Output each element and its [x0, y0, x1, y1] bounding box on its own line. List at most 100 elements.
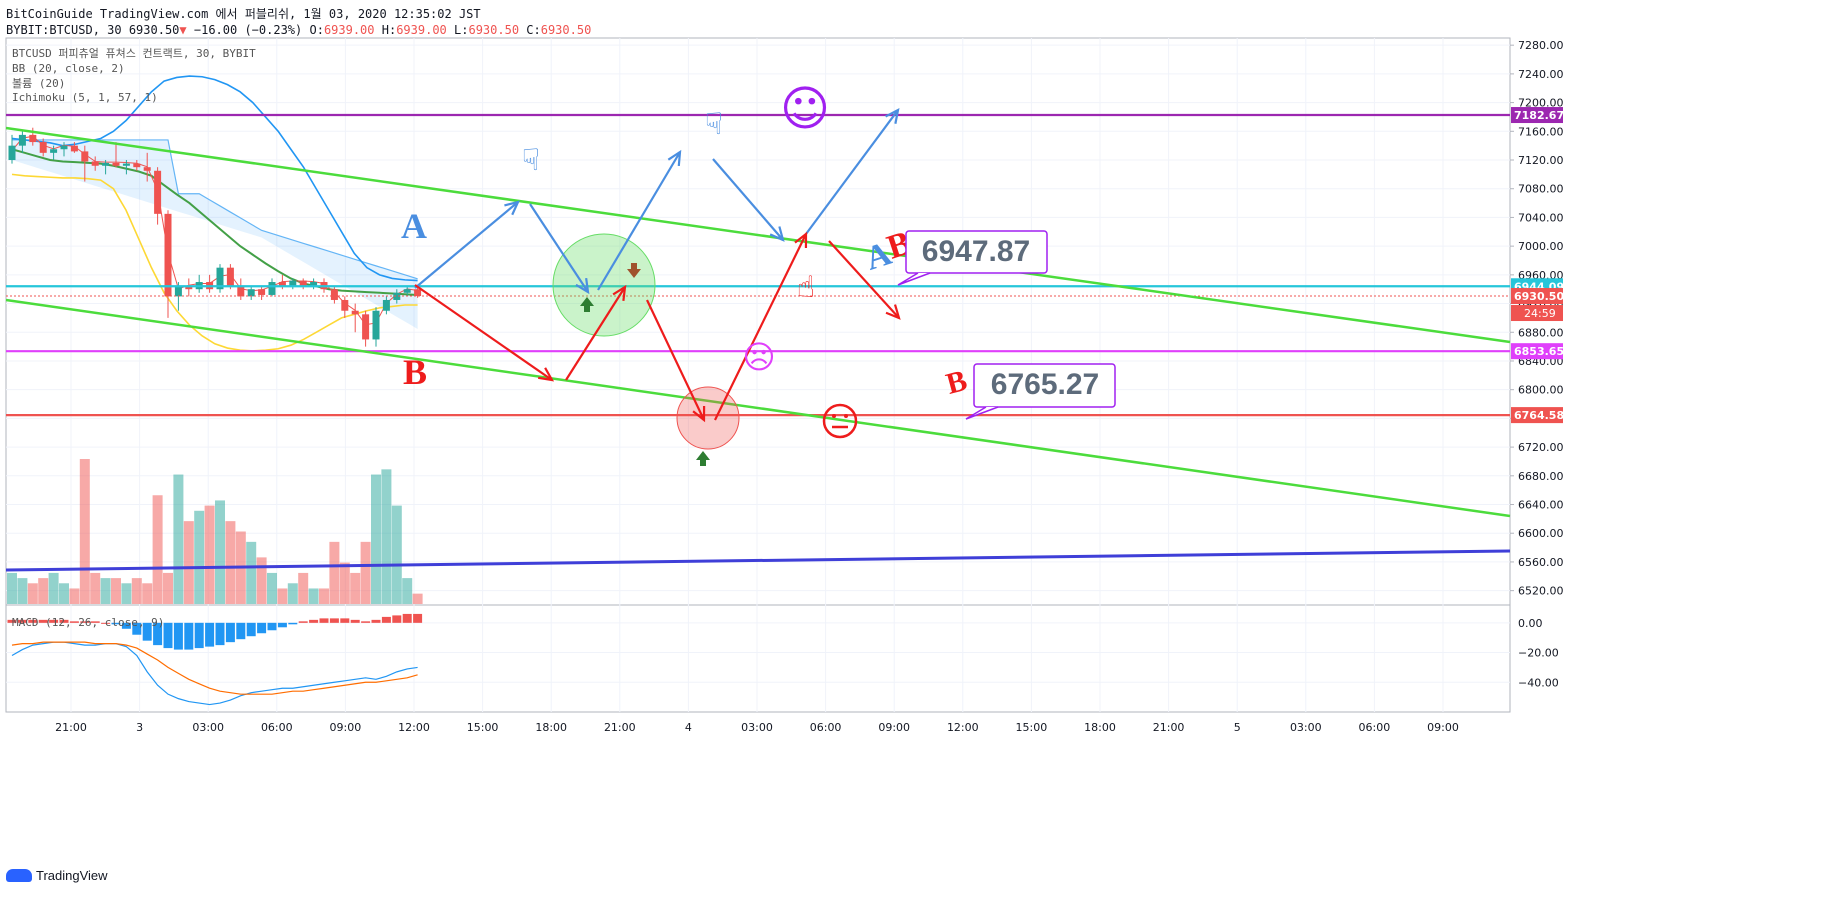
candle-body[interactable]: [185, 285, 193, 290]
macd-histogram-bar: [298, 621, 308, 623]
macd-histogram-bar: [49, 619, 59, 623]
lower-channel-line[interactable]: [5, 298, 1511, 518]
x-tick-label: 09:00: [330, 721, 362, 734]
macd-histogram-bar: [309, 619, 319, 623]
candle-body[interactable]: [154, 170, 162, 214]
candle-body[interactable]: [39, 142, 47, 153]
macd-histogram-bar: [142, 622, 152, 641]
volume-bar: [163, 572, 173, 604]
macd-histogram-bar: [246, 622, 256, 637]
ichimoku-cloud: [12, 139, 418, 330]
candle-body[interactable]: [258, 289, 266, 295]
volume-bar: [69, 588, 80, 604]
candle-body[interactable]: [122, 163, 130, 166]
red-scenario-arrow-head: [885, 304, 901, 320]
macd-histogram-bar: [319, 618, 329, 623]
candle-body[interactable]: [81, 151, 89, 162]
candle-body[interactable]: [70, 145, 78, 152]
y-tick-label: 7120.00: [1518, 154, 1564, 167]
x-tick-label: 09:00: [1427, 721, 1459, 734]
y-tick-label: 6560.00: [1518, 556, 1564, 569]
candle-body[interactable]: [91, 161, 99, 166]
ichimoku-legend: Ichimoku (5, 1, 57, 1): [12, 91, 158, 104]
support-trend-line[interactable]: [5, 549, 1511, 572]
candle-body[interactable]: [8, 145, 16, 161]
candle-body[interactable]: [50, 149, 58, 153]
candle-body[interactable]: [278, 282, 286, 286]
candle-body[interactable]: [60, 145, 68, 150]
x-tick-label: 06:00: [261, 721, 293, 734]
blue-scenario-arrow: [414, 201, 519, 289]
buy-zone-circle: [552, 233, 656, 337]
price-level-tag: [1511, 343, 1563, 360]
volume-bar: [48, 572, 59, 604]
candle-body[interactable]: [112, 162, 120, 166]
tradingview-logo[interactable]: TradingView: [6, 868, 108, 883]
candle-body[interactable]: [143, 167, 151, 171]
candle-body[interactable]: [403, 289, 411, 293]
x-tick-label: 03:00: [192, 721, 224, 734]
candle-body[interactable]: [164, 213, 172, 297]
y-tick-label: 6680.00: [1518, 470, 1564, 483]
candle-body[interactable]: [299, 280, 307, 286]
candle-body[interactable]: [341, 299, 349, 311]
candle-body[interactable]: [414, 289, 422, 297]
candle-body[interactable]: [226, 267, 234, 286]
volume-bar: [339, 562, 350, 604]
y-tick-label: 6520.00: [1518, 585, 1564, 598]
low-value: 6930.50: [468, 23, 520, 37]
x-tick-label: 21:00: [1153, 721, 1185, 734]
candle-body[interactable]: [29, 134, 37, 143]
macd-histogram-bar: [236, 622, 246, 640]
candle-body[interactable]: [310, 282, 318, 286]
bar-countdown: 24:59: [1524, 307, 1556, 320]
candle-body[interactable]: [216, 267, 224, 290]
neutral-face-icon: [822, 403, 858, 439]
candle-body[interactable]: [18, 134, 26, 146]
macd-histogram-bar: [257, 622, 267, 634]
candle-body[interactable]: [174, 285, 182, 297]
x-tick-label: 15:00: [1016, 721, 1048, 734]
candle-body[interactable]: [362, 314, 370, 340]
volume-bar: [173, 474, 184, 604]
upper-channel-line[interactable]: [5, 126, 1511, 344]
bb-legend: BB (20, close, 2): [12, 62, 125, 75]
price-callout-box[interactable]: [973, 363, 1116, 408]
candle-body[interactable]: [247, 289, 255, 297]
candle-body[interactable]: [351, 310, 359, 315]
volume-bar: [100, 578, 111, 604]
scenario-label-a: A: [401, 206, 427, 246]
candle-body[interactable]: [268, 282, 276, 295]
bb-basis: [11, 148, 418, 296]
candle-body[interactable]: [382, 299, 390, 311]
price-callout-box[interactable]: [905, 230, 1048, 274]
volume-bar: [79, 459, 90, 604]
candle-body[interactable]: [372, 310, 380, 340]
y-tick-label: 6600.00: [1518, 527, 1564, 540]
macd-line: [11, 641, 418, 706]
candle-body[interactable]: [289, 280, 297, 286]
instrument-legend: BTCUSD 퍼피츄얼 퓨쳐스 컨트랙트, 30, BYBIT: [12, 46, 256, 60]
x-tick-label: 18:00: [535, 721, 567, 734]
macd-histogram-bar: [111, 622, 121, 625]
ichimoku-conversion-line: [11, 135, 418, 326]
volume-bar: [27, 583, 38, 604]
price-level-label: 6930.50: [1514, 290, 1564, 303]
candle-body[interactable]: [133, 163, 141, 168]
red-scenario-arrow-head: [612, 284, 627, 302]
volume-bar: [17, 578, 28, 604]
up-arrow-icon: [696, 451, 710, 466]
volume-bar: [183, 521, 194, 604]
macd-histogram-bar: [132, 622, 142, 635]
red-scenario-arrow: [828, 240, 900, 319]
blue-scenario-arrow: [529, 203, 589, 293]
bb-upper-band: [11, 75, 418, 282]
candle-body[interactable]: [393, 292, 401, 300]
blue-scenario-arrow-head: [667, 149, 682, 167]
x-tick-label: 5: [1234, 721, 1241, 734]
candle-body[interactable]: [237, 285, 245, 297]
candle-body[interactable]: [330, 289, 338, 300]
candle-body[interactable]: [102, 162, 110, 166]
macd-histogram-bar: [267, 622, 277, 631]
